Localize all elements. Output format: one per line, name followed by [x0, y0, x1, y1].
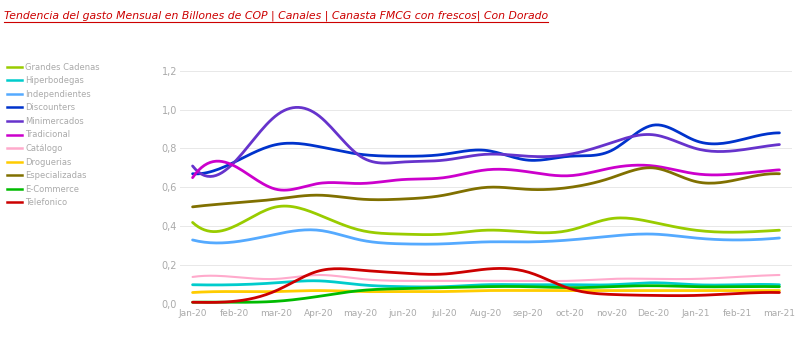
Text: Tendencia del gasto Mensual en Billones de COP | Canales | Canasta FMCG con fres: Tendencia del gasto Mensual en Billones … [4, 10, 548, 21]
Legend: Grandes Cadenas, Hiperbodegas, Independientes, Discounters, Minimercados, Tradic: Grandes Cadenas, Hiperbodegas, Independi… [6, 63, 100, 208]
